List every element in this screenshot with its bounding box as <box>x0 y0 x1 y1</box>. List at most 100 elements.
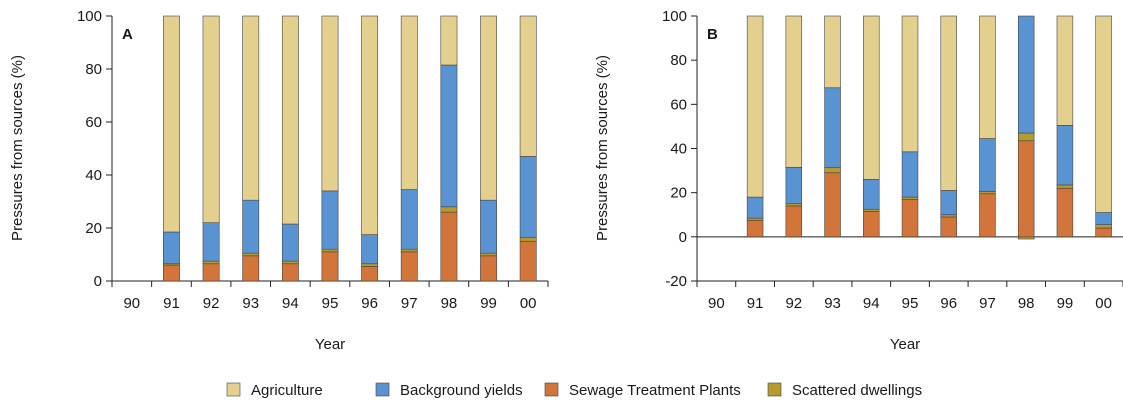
bar-segment <box>1056 184 1074 189</box>
x-tick-label: 94 <box>282 295 299 312</box>
bar-segment <box>519 156 537 238</box>
bar-segment <box>901 196 919 200</box>
x-tick-label: 98 <box>441 295 458 312</box>
bar-segment <box>400 15 418 190</box>
bar-segment <box>321 251 339 282</box>
bar-segment <box>863 211 880 238</box>
bar-segment <box>480 255 497 282</box>
bar-segment <box>321 248 339 253</box>
bar-segment <box>440 211 458 282</box>
x-tick-label: 97 <box>401 295 418 312</box>
bar-segment <box>979 191 996 195</box>
bar-segment <box>1056 15 1074 126</box>
x-tick-label: 92 <box>785 295 802 312</box>
bar-segment <box>1056 187 1074 238</box>
y-axis-label: Pressures from sources (%) <box>594 55 611 241</box>
legend: Agriculture Background yields Sewage Treat… <box>226 382 922 399</box>
y-axis-label: Pressures from sources (%) <box>9 55 26 241</box>
bar-segment <box>361 266 379 282</box>
bar-segment <box>940 190 957 216</box>
bar-segment <box>202 222 220 262</box>
bar-segment <box>440 15 458 66</box>
x-tick-label: 94 <box>863 295 880 312</box>
x-tick-label: 96 <box>361 295 378 312</box>
legend-swatch <box>226 382 241 397</box>
bar-segment <box>940 15 957 191</box>
y-tick-label: 100 <box>77 8 102 25</box>
bar-segment <box>979 15 996 139</box>
x-tick-label: 90 <box>708 295 725 312</box>
x-tick-label: 91 <box>747 295 764 312</box>
bar-segment <box>242 252 260 257</box>
y-tick-label: 0 <box>679 229 687 246</box>
bar-segment <box>400 248 418 253</box>
bar-segment <box>746 217 764 221</box>
x-tick-label: 95 <box>902 295 919 312</box>
bar-segment <box>202 260 220 265</box>
bar-segment <box>979 138 996 192</box>
legend-swatch <box>544 382 559 397</box>
bar-segment <box>281 263 299 282</box>
x-tick-label: 93 <box>824 295 841 312</box>
bar-segment <box>242 15 260 201</box>
bar-segment <box>519 15 537 157</box>
legend-swatch <box>767 382 782 397</box>
bar-segment <box>281 260 299 265</box>
bar-segment <box>163 264 180 282</box>
y-tick-label: 100 <box>662 8 687 25</box>
bar-segment <box>321 15 339 192</box>
bar-segment <box>400 189 418 250</box>
y-tick-label: 20 <box>85 220 102 237</box>
bar-segment <box>163 15 180 233</box>
bar-segment <box>979 193 996 238</box>
x-tick-label: 99 <box>480 295 497 312</box>
x-tick-label: 92 <box>203 295 220 312</box>
legend-label: Agriculture <box>251 382 323 399</box>
x-tick-label: 00 <box>1095 295 1112 312</box>
bar-segment <box>901 198 919 238</box>
x-tick-label: 99 <box>1057 295 1074 312</box>
bar-segment <box>321 190 339 250</box>
y-tick-label: -20 <box>665 273 687 290</box>
bar-segment <box>1017 236 1035 240</box>
x-tick-label: 95 <box>322 295 339 312</box>
bar-segment <box>785 203 803 207</box>
bar-segment <box>1095 15 1112 213</box>
bar-segment <box>863 208 880 212</box>
bar-segment <box>785 166 803 205</box>
bar-segment <box>242 255 260 282</box>
y-tick-label: 40 <box>85 167 102 184</box>
bar-segment <box>1095 224 1112 229</box>
bar-segment <box>361 234 379 265</box>
bar-segment <box>281 223 299 262</box>
bar-segment <box>824 87 841 168</box>
bar-segment <box>824 15 841 89</box>
bar-segment <box>1017 15 1035 134</box>
bar-segment <box>785 205 803 238</box>
bar-segment <box>440 206 458 213</box>
bar-segment <box>901 151 919 198</box>
x-tick-label: 90 <box>123 295 140 312</box>
bar-segment <box>361 263 379 267</box>
bar-segment <box>785 15 803 168</box>
panel-letter: B <box>707 26 718 43</box>
bar-segment <box>400 251 418 282</box>
bar-segment <box>480 15 497 201</box>
bar-segment <box>940 214 957 218</box>
y-tick-label: 80 <box>670 52 687 69</box>
y-tick-label: 0 <box>94 273 102 290</box>
x-tick-label: 00 <box>520 295 537 312</box>
bar-segment <box>901 15 919 153</box>
x-tick-label: 98 <box>1018 295 1035 312</box>
legend-label: Sewage Treatment Plants <box>569 382 741 399</box>
bar-segment <box>202 15 220 223</box>
y-tick-label: 20 <box>670 185 687 202</box>
bar-segment <box>824 172 841 238</box>
bar-segment <box>480 252 497 257</box>
bar-segment <box>1095 212 1112 225</box>
bar-segment <box>242 199 260 254</box>
bar-segment <box>202 263 220 282</box>
bar-segment <box>519 236 537 242</box>
bar-segment <box>863 15 880 180</box>
